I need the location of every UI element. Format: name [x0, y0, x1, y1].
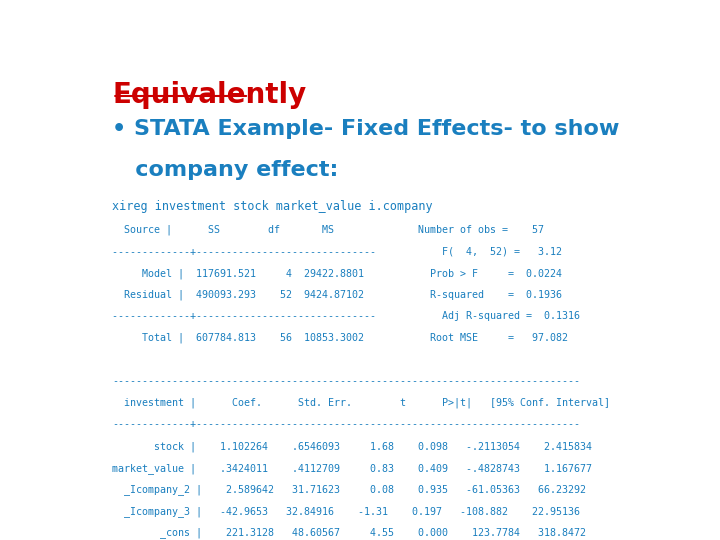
Text: _cons |    221.3128   48.60567     4.55    0.000    123.7784   318.8472: _cons | 221.3128 48.60567 4.55 0.000 123… — [112, 528, 586, 538]
Text: Residual |  490093.293    52  9424.87102           R-squared    =  0.1936: Residual | 490093.293 52 9424.87102 R-sq… — [112, 290, 562, 300]
Text: _Icompany_2 |    2.589642   31.71623     0.08    0.935   -61.05363   66.23292: _Icompany_2 | 2.589642 31.71623 0.08 0.9… — [112, 484, 586, 495]
Text: -------------+------------------------------           F(  4,  52) =   3.12: -------------+--------------------------… — [112, 246, 562, 256]
Text: company effect:: company effect: — [112, 160, 338, 180]
Text: -------------+----------------------------------------------------------------: -------------+--------------------------… — [112, 420, 580, 429]
Text: Total |  607784.813    56  10853.3002           Root MSE     =   97.082: Total | 607784.813 56 10853.3002 Root MS… — [112, 333, 568, 343]
Text: Equivalently: Equivalently — [112, 82, 307, 110]
Text: stock |    1.102264    .6546093     1.68    0.098   -.2113054    2.415834: stock | 1.102264 .6546093 1.68 0.098 -.2… — [112, 441, 593, 451]
Text: • STATA Example- Fixed Effects- to show: • STATA Example- Fixed Effects- to show — [112, 119, 620, 139]
Text: market_value |    .3424011    .4112709     0.83    0.409   -.4828743    1.167677: market_value | .3424011 .4112709 0.83 0.… — [112, 463, 593, 474]
Text: investment |      Coef.      Std. Err.        t      P>|t|   [95% Conf. Interval: investment | Coef. Std. Err. t P>|t| [95… — [112, 398, 611, 408]
Text: Model |  117691.521     4  29422.8801           Prob > F     =  0.0224: Model | 117691.521 4 29422.8801 Prob > F… — [112, 268, 562, 279]
Text: xireg investment stock market_value i.company: xireg investment stock market_value i.co… — [112, 200, 433, 213]
Text: ------------------------------------------------------------------------------: ----------------------------------------… — [112, 376, 580, 386]
Text: _Icompany_3 |   -42.9653   32.84916    -1.31    0.197   -108.882    22.95136: _Icompany_3 | -42.9653 32.84916 -1.31 0.… — [112, 506, 580, 517]
Text: -------------+------------------------------           Adj R-squared =  0.1316: -------------+--------------------------… — [112, 312, 580, 321]
Text: Source |      SS        df       MS              Number of obs =    57: Source | SS df MS Number of obs = 57 — [112, 225, 544, 235]
